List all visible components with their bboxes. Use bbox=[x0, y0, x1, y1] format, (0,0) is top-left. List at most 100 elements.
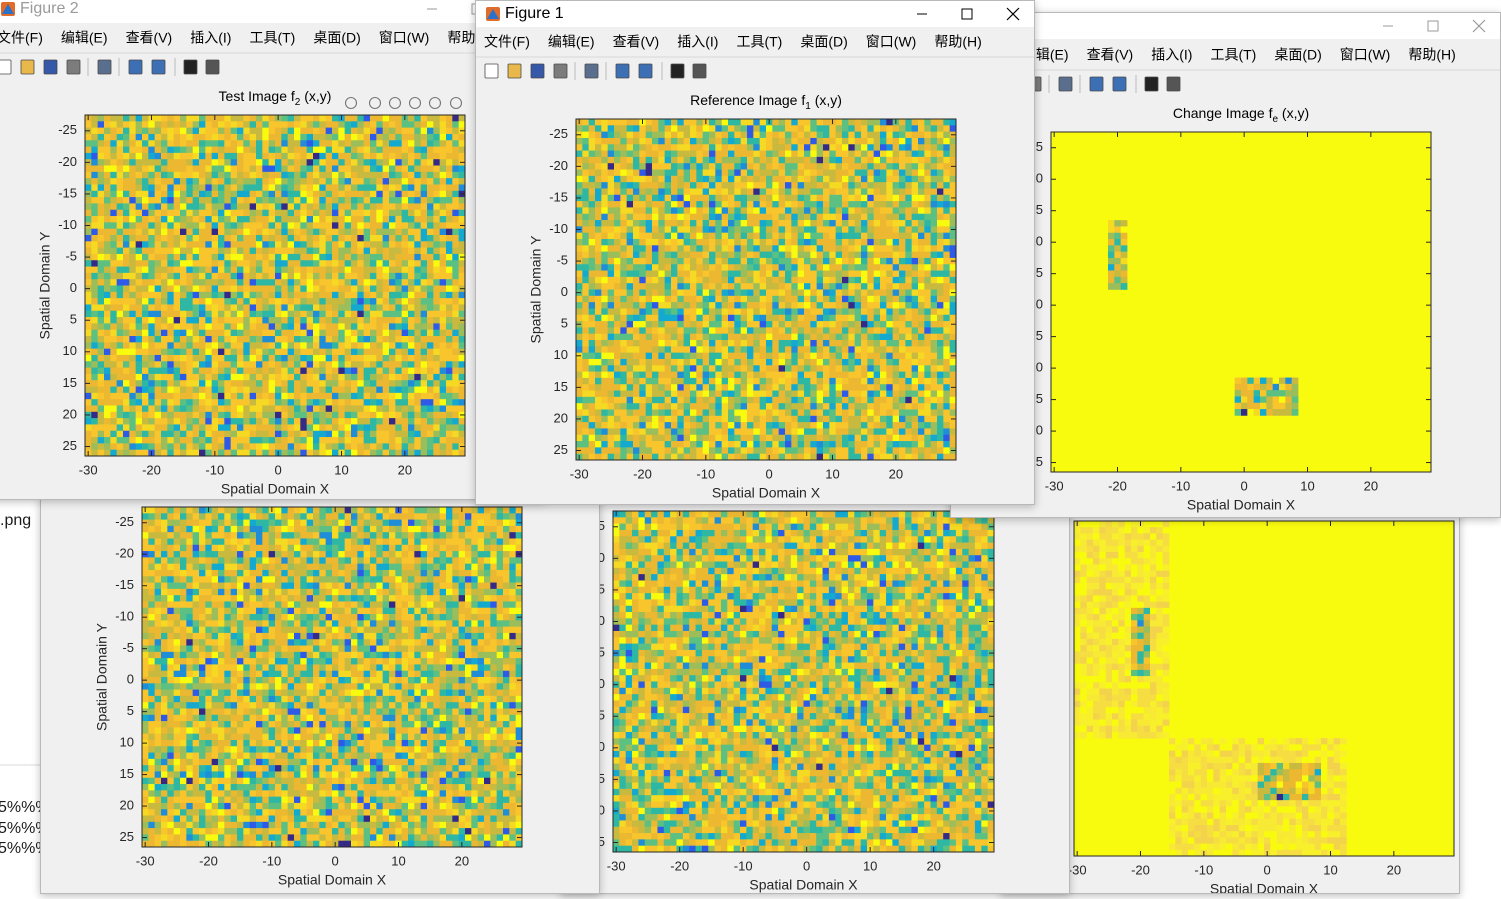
pixel bbox=[886, 574, 893, 581]
pixel bbox=[1112, 664, 1119, 671]
pixel bbox=[772, 530, 779, 537]
pixel bbox=[918, 719, 925, 726]
pixel bbox=[759, 764, 766, 771]
pixel bbox=[613, 612, 620, 619]
pixel bbox=[772, 663, 779, 670]
pixel bbox=[142, 601, 149, 608]
pixel bbox=[1163, 639, 1170, 646]
pixel bbox=[892, 808, 899, 815]
pixel bbox=[161, 576, 168, 583]
pixel bbox=[918, 669, 925, 676]
pixel bbox=[759, 713, 766, 720]
pixel bbox=[988, 719, 995, 726]
pixel bbox=[1201, 837, 1208, 844]
pixel bbox=[626, 833, 633, 840]
pixel bbox=[632, 536, 639, 543]
pixel bbox=[193, 778, 200, 785]
pixel bbox=[702, 745, 709, 752]
pixel bbox=[715, 820, 722, 827]
pixel bbox=[778, 606, 785, 613]
pixel bbox=[861, 675, 868, 682]
pixel bbox=[969, 713, 976, 720]
pixel bbox=[677, 580, 684, 587]
pixel bbox=[696, 764, 703, 771]
pixel bbox=[1131, 732, 1138, 739]
pixel bbox=[619, 606, 626, 613]
pixel bbox=[727, 612, 734, 619]
file-name[interactable]: 5%%% bbox=[0, 840, 42, 857]
pixel bbox=[702, 726, 709, 733]
pixel bbox=[956, 524, 963, 531]
pixel bbox=[193, 759, 200, 766]
pixel bbox=[651, 833, 658, 840]
pixel bbox=[613, 833, 620, 840]
pixel bbox=[664, 789, 671, 796]
pixel bbox=[918, 631, 925, 638]
pixel bbox=[727, 707, 734, 714]
pixel bbox=[924, 833, 931, 840]
pixel bbox=[651, 682, 658, 689]
pixel bbox=[1144, 564, 1151, 571]
pixel bbox=[1340, 775, 1347, 782]
pixel bbox=[1125, 732, 1132, 739]
file-name[interactable]: .png bbox=[0, 512, 31, 529]
pixel bbox=[867, 606, 874, 613]
pixel bbox=[854, 827, 861, 834]
pixel bbox=[911, 618, 918, 625]
pixel bbox=[677, 839, 684, 846]
pixel bbox=[167, 816, 174, 823]
pixel bbox=[626, 783, 633, 790]
pixel bbox=[677, 612, 684, 619]
pixel bbox=[664, 568, 671, 575]
pixel bbox=[148, 765, 155, 772]
pixel bbox=[899, 669, 906, 676]
pixel bbox=[861, 764, 868, 771]
pixel bbox=[797, 625, 804, 632]
pixel bbox=[683, 637, 690, 644]
pixel bbox=[657, 820, 664, 827]
pixel bbox=[619, 719, 626, 726]
file-name[interactable]: 5%%% bbox=[0, 820, 42, 837]
pixel bbox=[1188, 738, 1195, 745]
pixel bbox=[740, 599, 747, 606]
pixel bbox=[1144, 726, 1151, 733]
pixel bbox=[174, 658, 181, 665]
pixel bbox=[689, 599, 696, 606]
pixel bbox=[823, 549, 830, 556]
pixel bbox=[899, 808, 906, 815]
pixel bbox=[924, 839, 931, 846]
pixel bbox=[167, 803, 174, 810]
file-name[interactable]: 5%%% bbox=[0, 799, 42, 816]
pixel bbox=[199, 816, 206, 823]
pixel bbox=[651, 814, 658, 821]
pixel bbox=[721, 555, 728, 562]
pixel bbox=[1156, 533, 1163, 540]
x-tick-label: 0 bbox=[803, 858, 810, 873]
pixel bbox=[931, 820, 938, 827]
pixel bbox=[746, 580, 753, 587]
pixel bbox=[142, 721, 149, 728]
pixel bbox=[829, 606, 836, 613]
pixel bbox=[1080, 577, 1087, 584]
pixel bbox=[696, 808, 703, 815]
pixel bbox=[1118, 602, 1125, 609]
pixel bbox=[880, 764, 887, 771]
pixel bbox=[778, 833, 785, 840]
pixel bbox=[180, 564, 187, 571]
pixel bbox=[193, 551, 200, 558]
pixel bbox=[975, 827, 982, 834]
pixel bbox=[765, 764, 772, 771]
pixel bbox=[975, 517, 982, 524]
pixel bbox=[1226, 850, 1233, 857]
pixel bbox=[212, 532, 219, 539]
pixel bbox=[867, 663, 874, 670]
pixel bbox=[918, 808, 925, 815]
pixel bbox=[823, 801, 830, 808]
pixel bbox=[1093, 608, 1100, 615]
pixel bbox=[1283, 744, 1290, 751]
pixel bbox=[670, 593, 677, 600]
pixel bbox=[721, 820, 728, 827]
pixel bbox=[956, 783, 963, 790]
pixel bbox=[645, 713, 652, 720]
pixel bbox=[212, 545, 219, 552]
